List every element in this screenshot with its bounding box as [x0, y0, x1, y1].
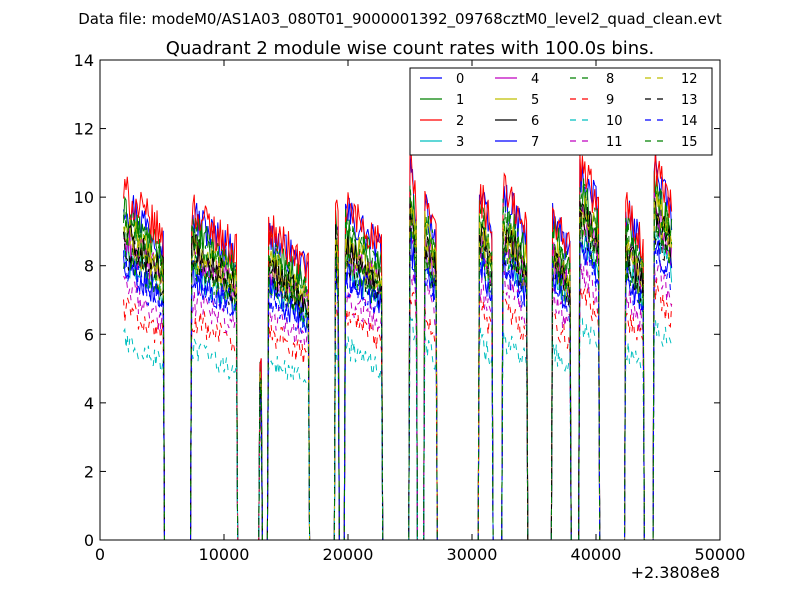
y-tick-label: 2	[84, 462, 94, 481]
legend-label-9: 9	[606, 93, 614, 108]
y-tick-label: 0	[84, 531, 94, 550]
chart-title: Quadrant 2 module wise count rates with …	[166, 38, 655, 59]
legend-label-14: 14	[681, 114, 698, 129]
legend-label-1: 1	[456, 93, 464, 108]
legend-label-12: 12	[681, 72, 698, 87]
legend-label-7: 7	[531, 135, 539, 150]
figure-suptitle: Data file: modeM0/AS1A03_080T01_90000013…	[78, 10, 722, 29]
series-line-12	[123, 200, 673, 541]
legend-label-11: 11	[606, 135, 623, 150]
legend-label-0: 0	[456, 72, 464, 87]
x-tick-label: 30000	[447, 545, 498, 564]
x-tick-label: 10000	[199, 545, 250, 564]
legend-label-13: 13	[681, 93, 698, 108]
legend-label-2: 2	[456, 114, 464, 129]
y-tick-label: 10	[74, 188, 94, 207]
legend-label-10: 10	[606, 114, 623, 129]
legend-label-4: 4	[531, 72, 539, 87]
y-tick-label: 14	[74, 51, 94, 70]
x-tick-label: 20000	[323, 545, 374, 564]
legend-label-5: 5	[531, 93, 539, 108]
y-tick-label: 6	[84, 325, 94, 344]
series-line-13	[123, 213, 673, 541]
x-tick-label: 50000	[695, 545, 746, 564]
legend-label-8: 8	[606, 72, 614, 87]
plot-frame	[99, 59, 721, 541]
legend-label-3: 3	[456, 135, 464, 150]
x-tick-label: 0	[95, 545, 105, 564]
y-tick-label: 8	[84, 257, 94, 276]
legend-label-6: 6	[531, 114, 539, 129]
y-tick-label: 4	[84, 394, 94, 413]
y-tick-label: 12	[74, 120, 94, 139]
legend-label-15: 15	[681, 135, 698, 150]
x-tick-label: 40000	[571, 545, 622, 564]
series-line-11	[123, 261, 673, 541]
x-offset-label: +2.3808e8	[631, 563, 720, 582]
